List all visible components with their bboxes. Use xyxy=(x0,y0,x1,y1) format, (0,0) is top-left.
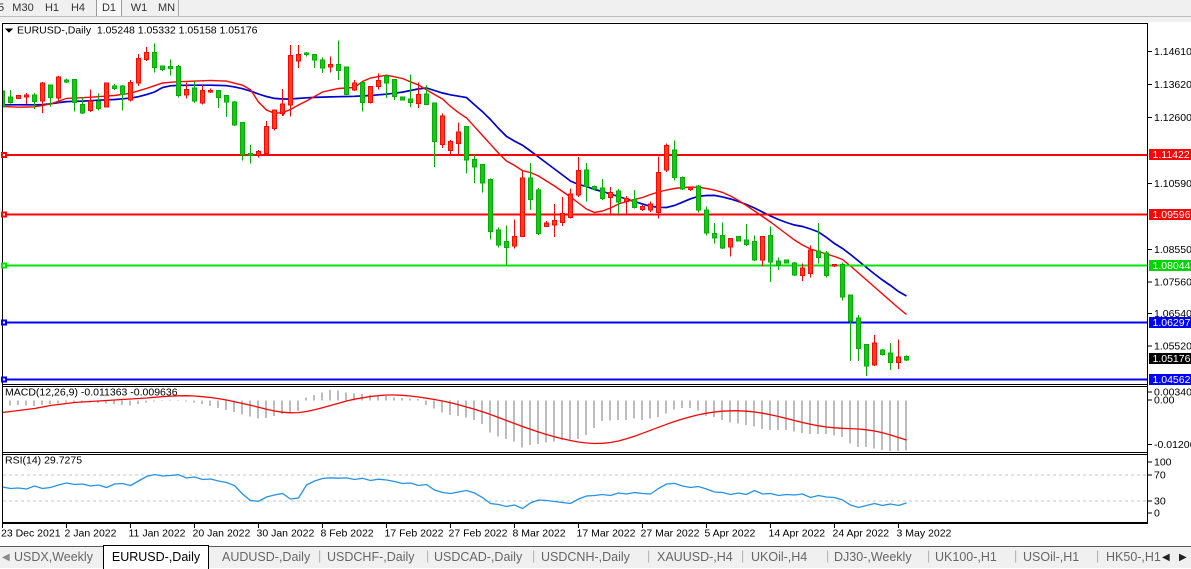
svg-text:70: 70 xyxy=(1154,469,1166,481)
svg-text:1.11422: 1.11422 xyxy=(1153,149,1190,161)
svg-text:RSI(14) 29.7275: RSI(14) 29.7275 xyxy=(5,455,82,467)
svg-text:24 Apr 2022: 24 Apr 2022 xyxy=(833,528,890,540)
svg-text:1.06297: 1.06297 xyxy=(1153,317,1191,329)
svg-text:3 May 2022: 3 May 2022 xyxy=(897,528,952,540)
svg-text:0.003408: 0.003408 xyxy=(1154,387,1191,399)
svg-text:1.13620: 1.13620 xyxy=(1154,79,1191,91)
svg-text:1.08044: 1.08044 xyxy=(1153,260,1191,272)
svg-text:1.09596: 1.09596 xyxy=(1153,209,1191,221)
svg-text:1.04562: 1.04562 xyxy=(1153,374,1191,386)
svg-text:27 Mar 2022: 27 Mar 2022 xyxy=(641,528,700,540)
svg-text:14 Apr 2022: 14 Apr 2022 xyxy=(769,528,826,540)
svg-text:23 Dec 2021: 23 Dec 2021 xyxy=(1,528,61,540)
svg-text:1.05176: 1.05176 xyxy=(1153,353,1191,365)
svg-text:1.07560: 1.07560 xyxy=(1154,277,1191,289)
svg-text:1.10590: 1.10590 xyxy=(1154,178,1191,190)
svg-text:1.05520: 1.05520 xyxy=(1154,341,1191,353)
svg-text:17 Mar 2022: 17 Mar 2022 xyxy=(577,528,636,540)
svg-text:27 Feb 2022: 27 Feb 2022 xyxy=(449,528,508,540)
svg-text:20 Jan 2022: 20 Jan 2022 xyxy=(193,528,251,540)
svg-text:17 Feb 2022: 17 Feb 2022 xyxy=(385,528,444,540)
svg-text:5 Apr 2022: 5 Apr 2022 xyxy=(705,528,756,540)
svg-text:11 Jan 2022: 11 Jan 2022 xyxy=(129,528,186,540)
svg-text:8 Mar 2022: 8 Mar 2022 xyxy=(513,528,566,540)
svg-text:MACD(12,26,9) -0.011363 -0.009: MACD(12,26,9) -0.011363 -0.009636 xyxy=(5,387,178,399)
svg-text:-0.012066: -0.012066 xyxy=(1154,439,1191,451)
svg-text:1.14610: 1.14610 xyxy=(1154,46,1191,58)
svg-text:2 Jan 2022: 2 Jan 2022 xyxy=(65,528,117,540)
svg-text:100: 100 xyxy=(1154,456,1172,468)
svg-text:1.12600: 1.12600 xyxy=(1154,112,1191,124)
svg-text:30 Jan 2022: 30 Jan 2022 xyxy=(257,528,315,540)
svg-text:EURUSD-,Daily 1.05248 1.05332: EURUSD-,Daily 1.05248 1.05332 1.05158 1.… xyxy=(17,25,258,37)
svg-text:8 Feb 2022: 8 Feb 2022 xyxy=(321,528,374,540)
svg-text:0: 0 xyxy=(1154,508,1160,520)
svg-text:0.00: 0.00 xyxy=(1154,395,1175,407)
svg-text:1.08550: 1.08550 xyxy=(1154,244,1191,256)
svg-text:30: 30 xyxy=(1154,495,1166,507)
